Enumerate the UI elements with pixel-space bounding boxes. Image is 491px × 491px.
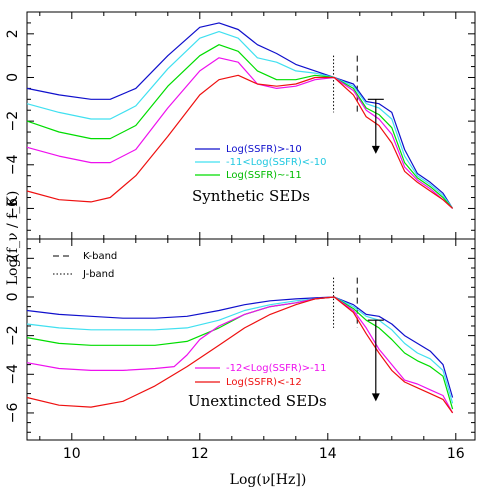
y-tick-label: −6 [5, 403, 21, 424]
sed-series-line [26, 296, 454, 398]
legend-label-ssfr-12-11: -12<Log(SSFR)>-11 [226, 363, 326, 374]
sed-series-line [26, 31, 454, 209]
top-series-legend: Log(SSFR)>-10 -11<Log(SSFR)<-10 Log(SSFR… [195, 144, 326, 181]
x-axis: 10 12 14 16 [63, 446, 465, 462]
j-band-legend-label: J-band [82, 269, 114, 280]
upper-limit-arrow-head [371, 393, 380, 402]
x-axis-title: Log(ν[Hz]) [230, 472, 307, 488]
sed-series-line [26, 74, 454, 209]
x-tick-label: 12 [191, 446, 209, 462]
y-tick-label: 0 [5, 293, 21, 302]
y-tick-label: −2 [5, 325, 21, 346]
sed-series-line [26, 22, 454, 209]
x-tick-label: 10 [63, 446, 81, 462]
y-tick-label: −2 [5, 111, 21, 132]
bottom-panel-frame [26, 238, 476, 441]
y-tick-label: −4 [5, 154, 21, 175]
y-axis-title: Log(f_ν / f_K) [5, 191, 21, 286]
upper-limit-arrow-head [371, 145, 380, 154]
band-legend: K-band J-band [53, 251, 117, 280]
legend-label-ssfr-11-10: -11<Log(SSFR)<-10 [226, 157, 326, 168]
x-tick-label: 16 [447, 446, 465, 462]
sed-series-line [26, 296, 454, 414]
k-band-legend-label: K-band [83, 251, 117, 262]
y-tick-label: 0 [5, 73, 21, 82]
top-panel-title: Synthetic SEDs [192, 187, 310, 205]
y-tick-label: 2 [5, 254, 21, 263]
sed-series-line [26, 57, 454, 209]
top-panel: 2 0 −2 −4 −6 [5, 12, 475, 239]
legend-label-ssfr-gt-10: Log(SSFR)>-10 [226, 144, 302, 155]
y-tick-label: −6 [5, 198, 21, 219]
sed-series-line [26, 44, 454, 209]
y-tick-label: −4 [5, 364, 21, 385]
legend-label-ssfr-11: Log(SSFR)~-11 [226, 170, 302, 181]
legend-label-ssfr-lt-12: Log(SSFR)<-12 [226, 377, 302, 388]
bottom-series-legend: -12<Log(SSFR)>-11 Log(SSFR)<-12 [195, 363, 326, 388]
x-tick-label: 14 [319, 446, 337, 462]
bottom-panel: 2 0 −2 −4 −6 [5, 239, 475, 440]
sed-series-line [26, 296, 454, 414]
y-tick-label: 2 [5, 29, 21, 38]
bottom-panel-title: Unextincted SEDs [188, 392, 327, 410]
